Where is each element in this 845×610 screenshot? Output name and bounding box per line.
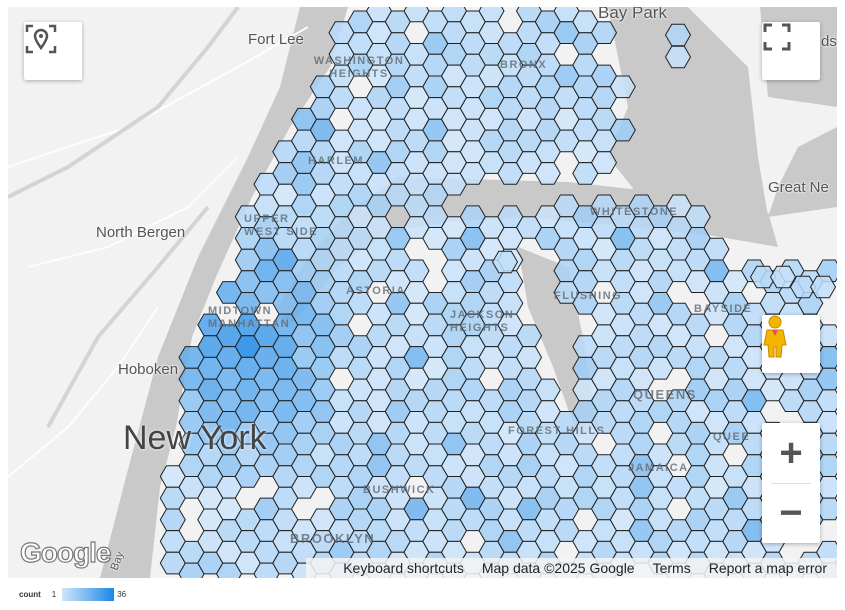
map-data-link[interactable]: Map data ©2025 Google bbox=[481, 560, 635, 576]
hexbin-layer bbox=[159, 7, 837, 578]
location-pin-focus-icon bbox=[25, 24, 57, 54]
highway bbox=[8, 7, 240, 199]
legend-max: 36 bbox=[117, 589, 127, 599]
road bbox=[8, 26, 309, 168]
terms-link[interactable]: Terms bbox=[652, 560, 691, 576]
legend-title: count bbox=[19, 589, 41, 599]
zoom-divider bbox=[771, 482, 811, 484]
street-view-pegman-icon bbox=[763, 315, 787, 358]
zoom-control: + − bbox=[762, 423, 820, 543]
hex-bin[interactable] bbox=[749, 265, 777, 289]
hex-bin[interactable] bbox=[491, 250, 519, 274]
highway bbox=[46, 205, 210, 428]
hex-bin[interactable] bbox=[590, 21, 618, 44]
hex-bin[interactable] bbox=[609, 118, 636, 142]
hex-bin[interactable] bbox=[769, 265, 797, 289]
legend-min: 1 bbox=[51, 589, 57, 599]
report-map-error-link[interactable]: Report a map error bbox=[708, 560, 827, 576]
fullscreen-icon bbox=[763, 23, 791, 51]
zoom-in-button[interactable]: + bbox=[779, 430, 803, 475]
zoom-out-button[interactable]: − bbox=[779, 490, 803, 535]
legend-gradient bbox=[62, 587, 115, 601]
hex-bin[interactable] bbox=[664, 23, 692, 47]
street-view-pegman[interactable] bbox=[762, 315, 820, 373]
attribution-bar: Keyboard shortcuts Map data ©2025 Google… bbox=[306, 558, 837, 578]
map-canvas[interactable]: Fort Lee North Bergen Hoboken Bay Park d… bbox=[8, 7, 837, 578]
road bbox=[27, 156, 239, 268]
sound-east bbox=[768, 127, 837, 217]
hex-bin[interactable] bbox=[534, 162, 561, 185]
hex-bin[interactable] bbox=[609, 75, 636, 99]
hudson-river bbox=[100, 7, 348, 578]
color-legend: count 1 36 bbox=[19, 587, 126, 601]
hex-bin[interactable] bbox=[159, 508, 186, 532]
road bbox=[8, 306, 159, 478]
hex-bin[interactable] bbox=[789, 275, 817, 299]
hex-bin[interactable] bbox=[809, 275, 837, 299]
fullscreen-button[interactable] bbox=[762, 22, 820, 80]
geolocate-button[interactable] bbox=[24, 22, 82, 80]
keyboard-shortcuts-link[interactable]: Keyboard shortcuts bbox=[343, 560, 464, 576]
hex-bin[interactable] bbox=[590, 151, 618, 174]
hex-bin[interactable] bbox=[664, 45, 692, 69]
